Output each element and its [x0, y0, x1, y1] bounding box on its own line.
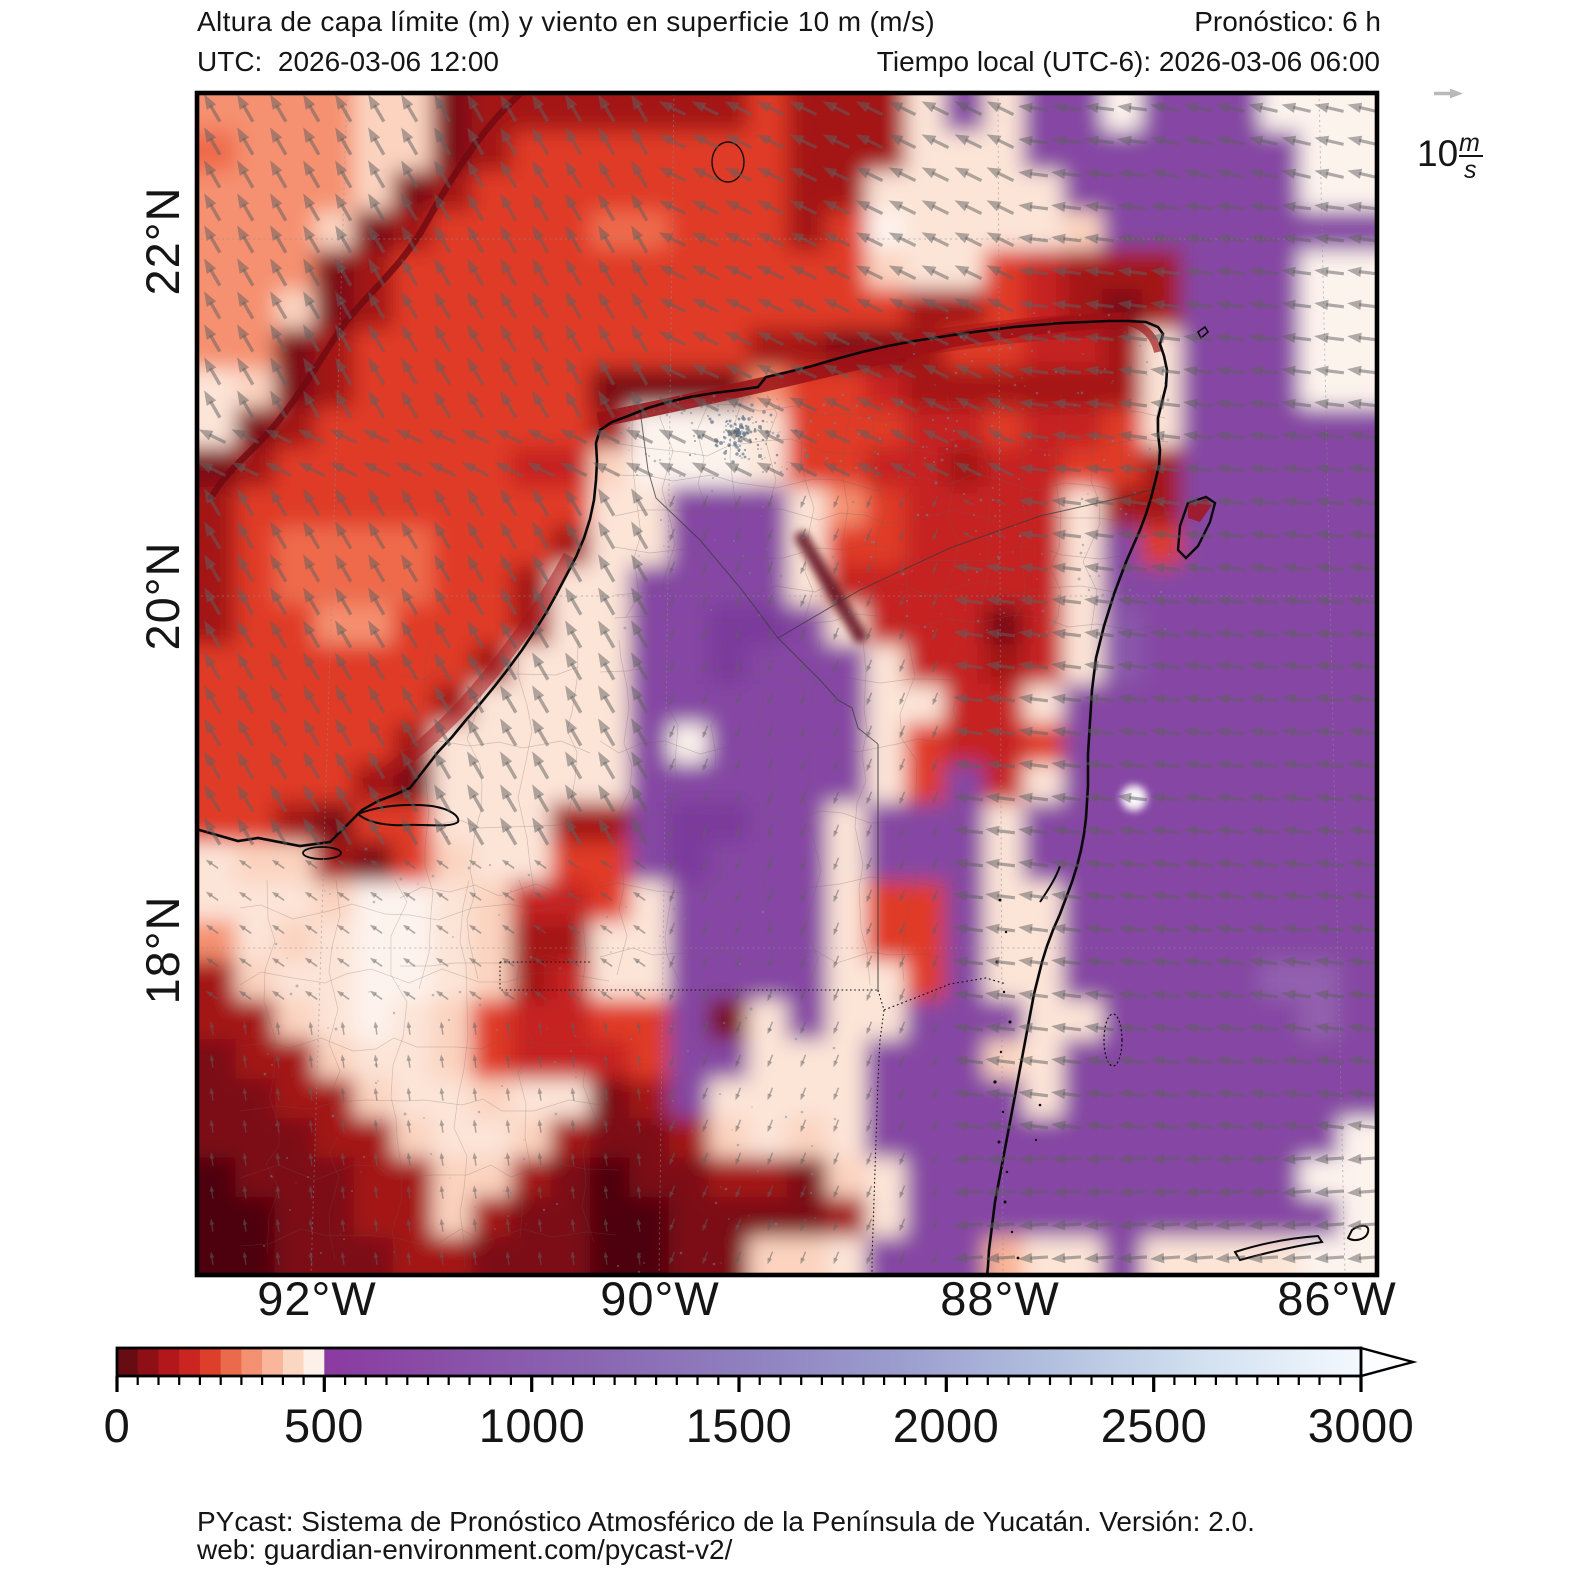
- svg-text:1500: 1500: [686, 1399, 793, 1452]
- svg-text:Pronóstico: 6 h: Pronóstico: 6 h: [1194, 6, 1381, 37]
- svg-text:500: 500: [284, 1399, 364, 1452]
- svg-text:22°N: 22°N: [136, 186, 189, 295]
- svg-text:86°W: 86°W: [1277, 1272, 1396, 1325]
- svg-text:3000: 3000: [1308, 1399, 1415, 1452]
- svg-text:2000: 2000: [893, 1399, 1000, 1452]
- svg-text:88°W: 88°W: [940, 1272, 1059, 1325]
- svg-text:0: 0: [104, 1399, 131, 1452]
- svg-text:10: 10: [1417, 133, 1458, 174]
- svg-text:1000: 1000: [479, 1399, 586, 1452]
- svg-text:m: m: [1459, 129, 1480, 157]
- svg-text:UTC: 2026-03-06 12:00: UTC: 2026-03-06 12:00: [197, 46, 499, 77]
- svg-text:92°W: 92°W: [257, 1272, 376, 1325]
- svg-text:web: guardian-environment.com/: web: guardian-environment.com/pycast-v2/: [196, 1534, 733, 1565]
- svg-text:90°W: 90°W: [600, 1272, 719, 1325]
- svg-text:PYcast: Sistema de Pronóstico: PYcast: Sistema de Pronóstico Atmosféric…: [197, 1506, 1255, 1537]
- svg-text:Altura de capa límite (m) y vi: Altura de capa límite (m) y viento en su…: [197, 6, 935, 37]
- svg-text:20°N: 20°N: [136, 541, 189, 650]
- svg-text:Tiempo local (UTC-6): 2026-03-: Tiempo local (UTC-6): 2026-03-06 06:00: [877, 46, 1380, 77]
- svg-text:s: s: [1464, 156, 1477, 184]
- svg-text:18°N: 18°N: [136, 895, 189, 1004]
- svg-text:2500: 2500: [1101, 1399, 1208, 1452]
